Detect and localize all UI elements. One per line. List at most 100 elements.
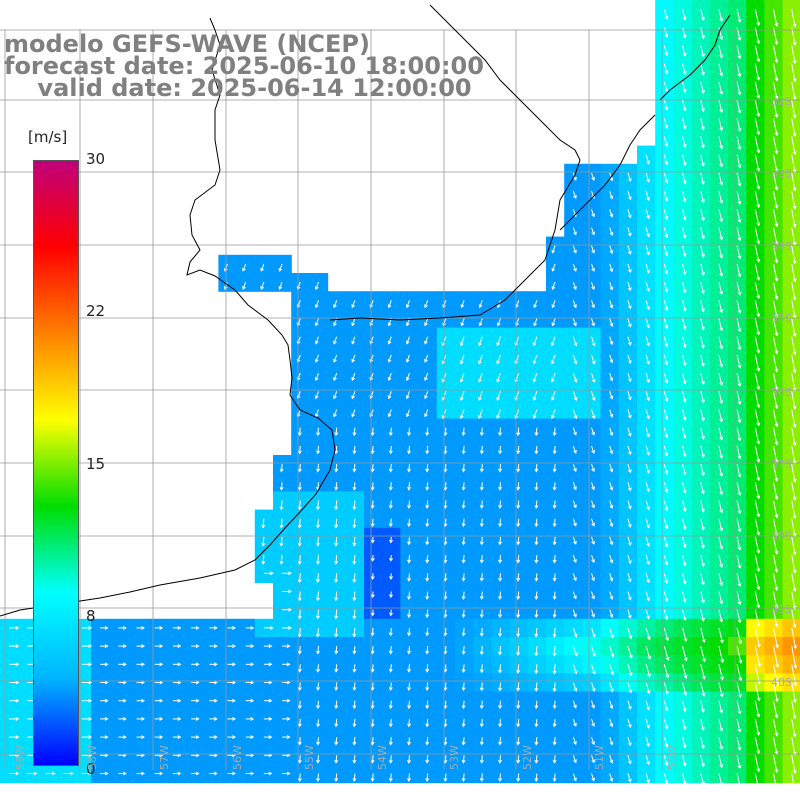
wind-arrow	[645, 554, 650, 565]
wind-arrow-head	[279, 506, 284, 511]
wind-arrow-head	[370, 723, 375, 728]
wind-arrow	[682, 700, 686, 712]
wind-arrow-head	[534, 450, 539, 455]
wind-arrow-head	[737, 492, 742, 496]
wind-arrow-head	[792, 369, 797, 374]
wind-arrow-head	[388, 687, 393, 691]
wind-arrow-head	[719, 36, 724, 41]
wind-arrow	[335, 482, 338, 490]
wind-arrow	[517, 773, 520, 782]
wind-arrow	[791, 227, 796, 246]
wind-arrow-head	[737, 291, 742, 296]
wind-arrow	[572, 227, 577, 235]
wind-arrow	[517, 682, 520, 691]
wind-arrow-head	[369, 358, 374, 363]
wind-arrow	[408, 555, 410, 563]
wind-arrow-head	[573, 595, 577, 600]
wind-arrow-head	[627, 196, 632, 201]
wind-arrow-head	[774, 95, 779, 100]
wind-arrow	[462, 427, 465, 436]
wind-arrow	[627, 427, 631, 437]
wind-arrow-head	[122, 698, 127, 703]
wind-arrow	[280, 536, 283, 546]
wind-arrow-head	[286, 771, 291, 776]
wind-arrow	[499, 536, 501, 545]
wind-arrow	[791, 445, 796, 464]
wind-arrow-head	[496, 396, 501, 401]
wind-arrow-head	[279, 524, 284, 529]
wind-arrow-head	[479, 778, 484, 782]
wind-arrow-head	[719, 54, 724, 59]
wind-arrow	[682, 172, 686, 184]
wind-arrow	[424, 336, 429, 344]
wind-arrow-head	[534, 486, 539, 491]
wind-arrow-head	[141, 644, 146, 649]
wind-arrow-head	[269, 625, 274, 630]
wind-arrow	[371, 664, 374, 672]
wind-arrow-head	[315, 633, 320, 638]
wind-arrow-head	[774, 714, 779, 719]
wind-arrow	[754, 409, 760, 426]
wind-arrow	[406, 409, 410, 417]
wind-arrow-head	[550, 342, 555, 347]
wind-arrow-head	[268, 680, 273, 685]
wind-arrow-head	[260, 267, 265, 272]
wind-arrow-head	[352, 723, 357, 728]
wind-arrow-head	[177, 625, 182, 630]
wind-arrow	[718, 209, 723, 222]
lat-label-35s: 35S	[771, 312, 792, 325]
wind-arrow-head	[792, 114, 797, 119]
wind-arrow	[754, 391, 760, 408]
wind-arrow-head	[459, 378, 464, 383]
wind-arrow	[718, 591, 723, 604]
wind-arrow-head	[627, 323, 632, 328]
wind-arrow-head	[514, 342, 519, 347]
wind-arrow-head	[297, 687, 302, 691]
wind-arrow-head	[682, 180, 687, 185]
wind-arrow	[481, 464, 483, 472]
wind-arrow	[754, 755, 760, 772]
wind-arrow-head	[719, 582, 724, 587]
wind-arrow	[591, 518, 595, 526]
wind-arrow	[645, 263, 650, 274]
wind-arrow-head	[461, 559, 466, 564]
wind-arrow-head	[591, 176, 595, 181]
wind-arrow	[315, 318, 319, 326]
wind-arrow	[481, 646, 483, 655]
wind-arrow	[481, 445, 483, 454]
wind-arrow	[682, 445, 686, 457]
wind-arrow	[754, 209, 760, 226]
wind-arrow-head	[532, 342, 537, 347]
wind-arrow	[645, 736, 650, 747]
wind-arrow	[773, 373, 778, 391]
wind-arrow-head	[334, 650, 339, 655]
wind-arrow	[663, 700, 668, 711]
wind-arrow-head	[370, 759, 375, 764]
wind-arrow	[315, 354, 319, 363]
wind-arrow	[718, 609, 723, 622]
wind-arrow	[408, 445, 410, 454]
wind-arrow	[591, 336, 595, 346]
wind-arrow	[754, 773, 760, 790]
wind-arrow-head	[334, 597, 339, 602]
wind-arrow	[700, 682, 705, 696]
wind-arrow	[773, 700, 778, 718]
wind-arrow-head	[756, 386, 761, 391]
wind-arrow-head	[573, 722, 577, 727]
wind-arrow-head	[701, 253, 705, 258]
wind-arrow-head	[591, 415, 596, 420]
wind-arrow-head	[609, 341, 614, 346]
wind-arrow-head	[591, 759, 595, 764]
wind-arrow	[627, 736, 631, 746]
wind-arrow-head	[627, 705, 632, 710]
wind-arrow-head	[738, 677, 743, 682]
wind-arrow	[645, 518, 650, 528]
wind-arrow-head	[792, 496, 797, 501]
wind-arrow-head	[792, 751, 797, 756]
wind-arrow-head	[213, 644, 218, 649]
wind-arrow-head	[514, 360, 519, 365]
wind-arrow	[572, 500, 577, 508]
wind-arrow	[627, 354, 631, 364]
wind-arrow	[481, 755, 483, 763]
wind-arrow	[754, 518, 760, 535]
